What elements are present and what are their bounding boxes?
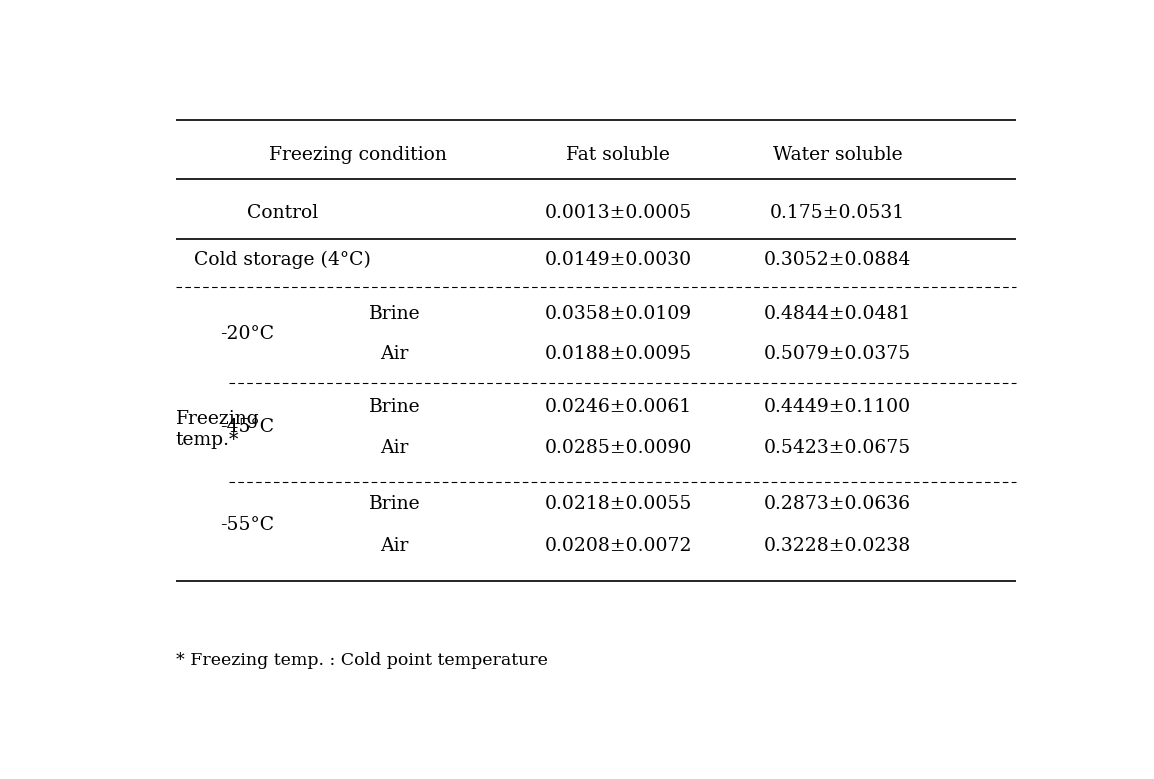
Text: 0.0358±0.0109: 0.0358±0.0109 bbox=[545, 305, 691, 323]
Text: 0.0013±0.0005: 0.0013±0.0005 bbox=[545, 204, 692, 223]
Text: 0.3052±0.0884: 0.3052±0.0884 bbox=[764, 252, 911, 270]
Text: 0.0285±0.0090: 0.0285±0.0090 bbox=[545, 439, 692, 457]
Text: 0.4844±0.0481: 0.4844±0.0481 bbox=[764, 305, 911, 323]
Text: 0.0208±0.0072: 0.0208±0.0072 bbox=[545, 537, 692, 555]
Text: * Freezing temp. : Cold point temperature: * Freezing temp. : Cold point temperatur… bbox=[175, 652, 547, 669]
Text: Brine: Brine bbox=[369, 305, 420, 323]
Text: Freezing condition: Freezing condition bbox=[270, 146, 448, 164]
Text: Brine: Brine bbox=[369, 495, 420, 513]
Text: Air: Air bbox=[381, 345, 409, 364]
Text: 0.0246±0.0061: 0.0246±0.0061 bbox=[545, 397, 691, 415]
Text: Control: Control bbox=[247, 204, 319, 223]
Text: Air: Air bbox=[381, 537, 409, 555]
Text: Brine: Brine bbox=[369, 397, 420, 415]
Text: Freezing
temp.*: Freezing temp.* bbox=[175, 411, 260, 449]
Text: -20°C: -20°C bbox=[220, 325, 275, 343]
Text: 0.5423±0.0675: 0.5423±0.0675 bbox=[764, 439, 911, 457]
Text: Cold storage (4°C): Cold storage (4°C) bbox=[194, 251, 372, 270]
Text: 0.5079±0.0375: 0.5079±0.0375 bbox=[764, 345, 911, 364]
Text: -55°C: -55°C bbox=[220, 516, 275, 534]
Text: -45°C: -45°C bbox=[220, 418, 275, 436]
Text: 0.2873±0.0636: 0.2873±0.0636 bbox=[764, 495, 911, 513]
Text: Fat soluble: Fat soluble bbox=[567, 146, 670, 164]
Text: 0.175±0.0531: 0.175±0.0531 bbox=[770, 204, 905, 223]
Text: Water soluble: Water soluble bbox=[772, 146, 902, 164]
Text: 0.3228±0.0238: 0.3228±0.0238 bbox=[764, 537, 911, 555]
Text: 0.0218±0.0055: 0.0218±0.0055 bbox=[545, 495, 692, 513]
Text: 0.0188±0.0095: 0.0188±0.0095 bbox=[545, 345, 692, 364]
Text: 0.0149±0.0030: 0.0149±0.0030 bbox=[545, 252, 691, 270]
Text: Air: Air bbox=[381, 439, 409, 457]
Text: 0.4449±0.1100: 0.4449±0.1100 bbox=[764, 397, 911, 415]
